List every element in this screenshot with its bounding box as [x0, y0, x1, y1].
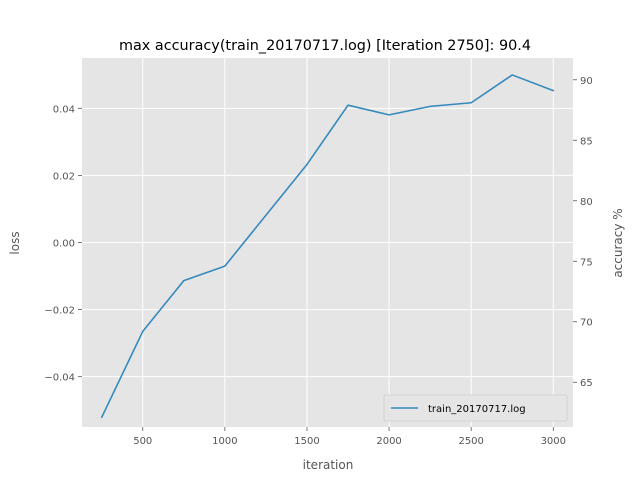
x-tick-label: 1500: [294, 436, 319, 447]
left-y-axis-label: loss: [8, 231, 22, 254]
right-y-axis-ticks: 65 70 75 80 85 90: [573, 76, 593, 389]
right-y-tick-label: 85: [580, 136, 593, 147]
x-tick-label: 500: [133, 436, 152, 447]
right-y-tick-label: 90: [580, 76, 593, 87]
left-y-tick-label: −0.02: [44, 306, 75, 317]
x-tick-label: 3000: [541, 436, 566, 447]
legend-box: [383, 394, 568, 422]
left-y-axis-ticks: −0.04 −0.02 0.00 0.02 0.04: [44, 104, 82, 384]
x-axis-ticks: 500 1000 1500 2000 2500 3000: [133, 427, 566, 447]
right-y-tick-label: 75: [580, 257, 593, 268]
grid-lines: [82, 58, 573, 427]
x-tick-label: 2000: [376, 436, 401, 447]
right-y-axis-label: accuracy %: [611, 208, 625, 277]
left-y-tick-label: −0.04: [44, 373, 75, 384]
x-axis-label: iteration: [303, 458, 354, 472]
right-y-tick-label: 65: [580, 378, 593, 389]
x-tick-label: 2500: [458, 436, 483, 447]
left-y-tick-label: 0.00: [53, 239, 75, 250]
left-y-tick-label: 0.02: [53, 171, 75, 182]
series-layer: [100, 74, 555, 419]
x-tick-label: 1000: [212, 436, 237, 447]
right-y-tick-label: 70: [580, 318, 593, 329]
series-line: [100, 74, 555, 419]
left-y-tick-label: 0.04: [53, 104, 75, 115]
chart-title: max accuracy(train_20170717.log) [Iterat…: [119, 38, 531, 54]
legend-label: train_20170717.log: [428, 404, 526, 415]
right-y-tick-label: 80: [580, 197, 593, 208]
legend: train_20170717.log: [383, 394, 568, 422]
